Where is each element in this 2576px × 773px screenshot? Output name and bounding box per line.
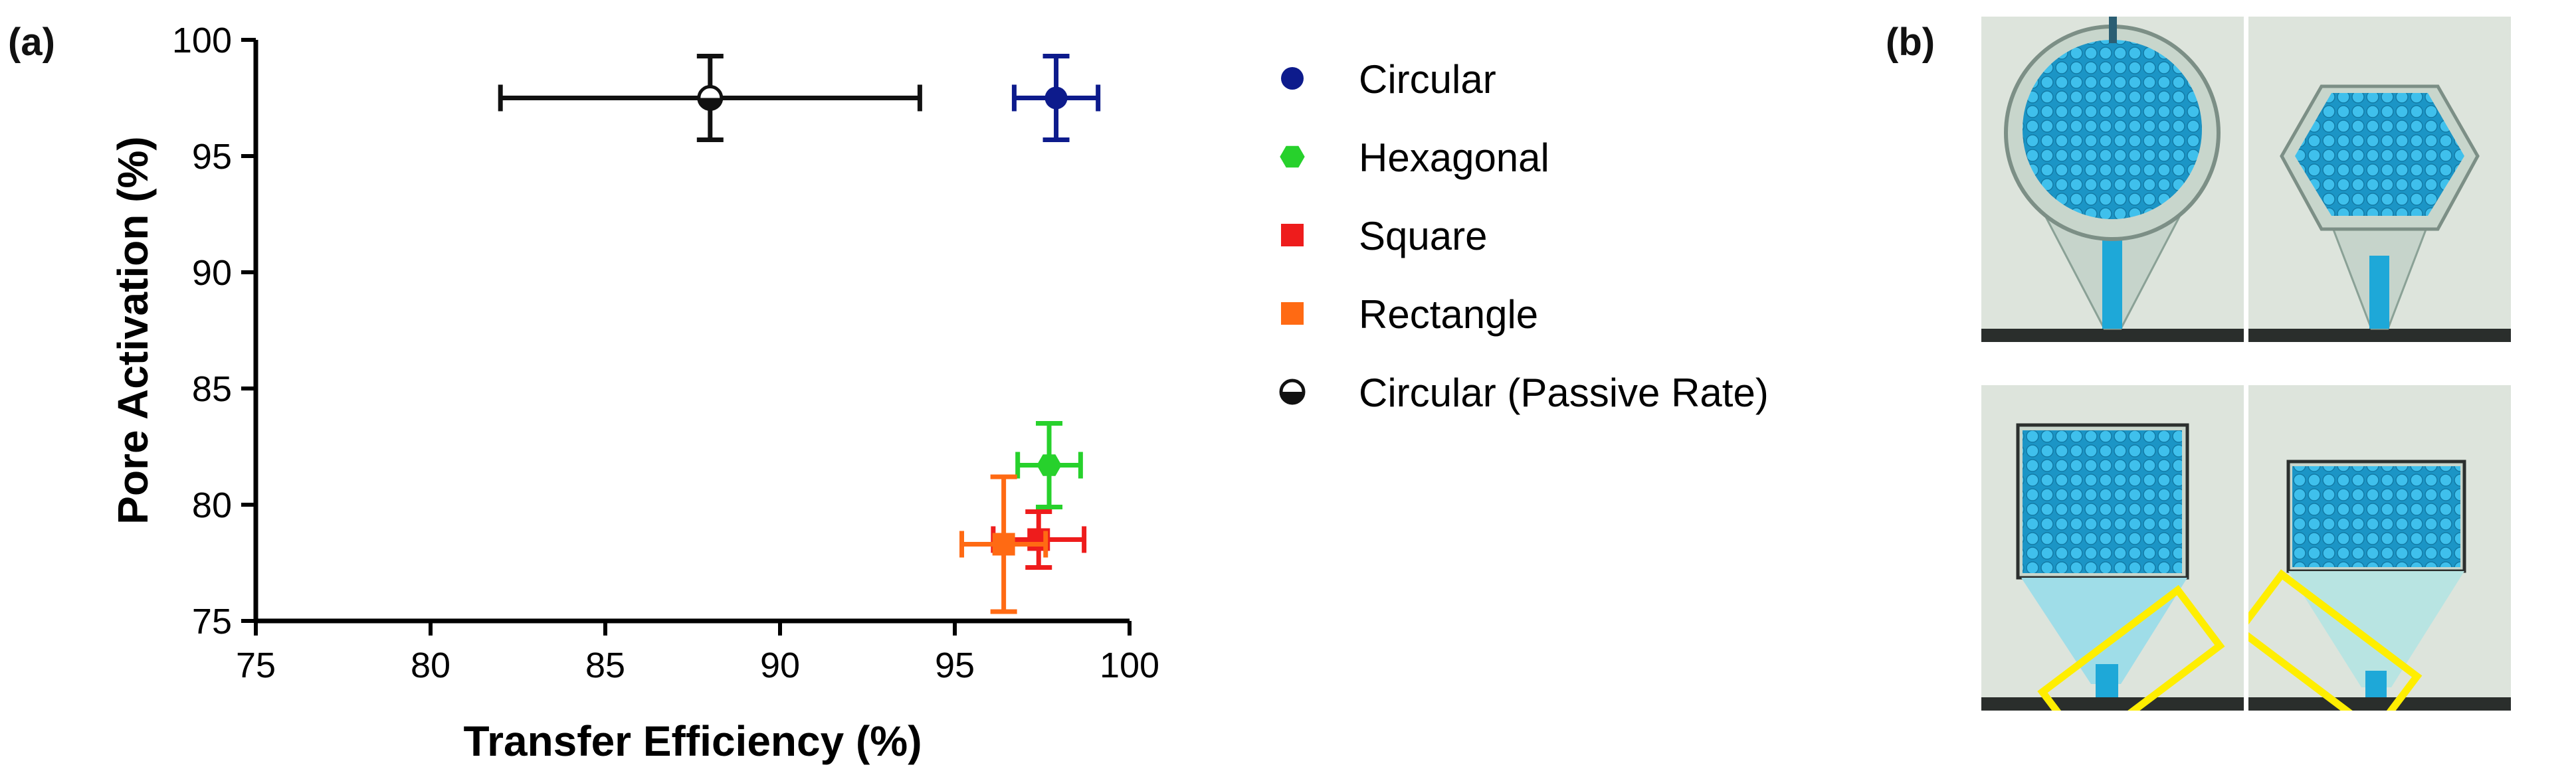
data-point bbox=[1044, 86, 1068, 110]
y-tick-label: 75 bbox=[192, 602, 232, 642]
pore-array bbox=[2023, 430, 2182, 573]
legend-item: Circular (Passive Rate) bbox=[1279, 371, 1769, 415]
legend-item: Circular bbox=[1281, 57, 1496, 102]
scatter-chart: 75 80 85 90 95 100 75 80 85 90 95 100 Transfer Effic… bbox=[109, 21, 1769, 765]
series-circular-passive-rate bbox=[498, 54, 922, 142]
panel-b-label: (b) bbox=[1886, 21, 1935, 64]
legend-item: Square bbox=[1281, 214, 1487, 258]
panel-a-label: (a) bbox=[8, 21, 55, 64]
outlet-channel bbox=[2096, 664, 2118, 697]
data-point bbox=[1037, 454, 1062, 476]
outlet-channel bbox=[2102, 236, 2122, 329]
highlight-box bbox=[2037, 584, 2225, 711]
funnel bbox=[2021, 578, 2187, 684]
y-tick-label: 80 bbox=[192, 485, 232, 525]
pore-array bbox=[2292, 466, 2460, 567]
legend-label: Rectangle bbox=[1359, 292, 1538, 337]
series-rectangle bbox=[959, 474, 1048, 614]
legend-marker bbox=[1281, 302, 1304, 325]
y-axis-label: Pore Activation (%) bbox=[109, 136, 157, 524]
data-point bbox=[992, 533, 1015, 556]
inlet bbox=[2109, 17, 2117, 43]
x-tick-label: 80 bbox=[411, 645, 450, 685]
x-tick-label: 90 bbox=[760, 645, 800, 685]
y-tick-label: 90 bbox=[192, 253, 232, 293]
data-point bbox=[697, 85, 724, 111]
photo-bottom-edge bbox=[2248, 329, 2511, 342]
photo-drawing bbox=[2248, 385, 2511, 711]
x-tick-label: 95 bbox=[935, 645, 975, 685]
outlet-channel bbox=[2369, 256, 2389, 329]
legend-item: Hexagonal bbox=[1280, 135, 1549, 180]
legend-label: Hexagonal bbox=[1359, 135, 1549, 180]
legend-marker bbox=[1281, 224, 1304, 246]
axes: 75 80 85 90 95 100 75 80 85 90 95 100 Transfer Effic… bbox=[109, 21, 1159, 765]
pore-array bbox=[2295, 93, 2464, 216]
y-tick-label: 95 bbox=[192, 137, 232, 177]
legend-label: Circular bbox=[1359, 57, 1496, 102]
photo-bottom-edge bbox=[2248, 697, 2511, 711]
series-circular bbox=[1011, 54, 1101, 142]
x-axis-label: Transfer Efficiency (%) bbox=[464, 717, 922, 765]
outlet-channel bbox=[2365, 671, 2387, 697]
legend-label: Circular (Passive Rate) bbox=[1359, 371, 1769, 415]
photo-bottom-edge bbox=[1981, 697, 2244, 711]
photo-drawing bbox=[1981, 17, 2244, 342]
x-tick-label: 100 bbox=[1100, 645, 1159, 685]
photo-hexagonal-chamber bbox=[2248, 17, 2511, 342]
series-hexagonal bbox=[1015, 421, 1083, 509]
legend: Circular Hexagonal Square Rectangle Circular… bbox=[1279, 57, 1769, 415]
y-tick-label: 85 bbox=[192, 369, 232, 409]
photo-circular-chamber bbox=[1981, 17, 2244, 342]
photo-drawing bbox=[1981, 385, 2244, 711]
data-marks bbox=[498, 54, 1101, 614]
legend-label: Square bbox=[1359, 214, 1487, 258]
y-tick-label: 100 bbox=[172, 21, 232, 60]
photo-rectangle-chamber bbox=[2248, 385, 2511, 711]
photo-bottom-edge bbox=[1981, 329, 2244, 342]
photo-square-chamber bbox=[1981, 385, 2244, 711]
highlight-box bbox=[2248, 569, 2423, 711]
legend-marker bbox=[1281, 67, 1304, 90]
legend-item: Rectangle bbox=[1281, 292, 1538, 337]
legend-marker bbox=[1280, 145, 1305, 168]
pore-array bbox=[2023, 40, 2202, 219]
x-tick-label: 85 bbox=[585, 645, 625, 685]
x-tick-label: 75 bbox=[236, 645, 276, 685]
legend-marker bbox=[1279, 379, 1306, 405]
photo-drawing bbox=[2248, 17, 2511, 342]
funnel bbox=[2288, 571, 2464, 687]
